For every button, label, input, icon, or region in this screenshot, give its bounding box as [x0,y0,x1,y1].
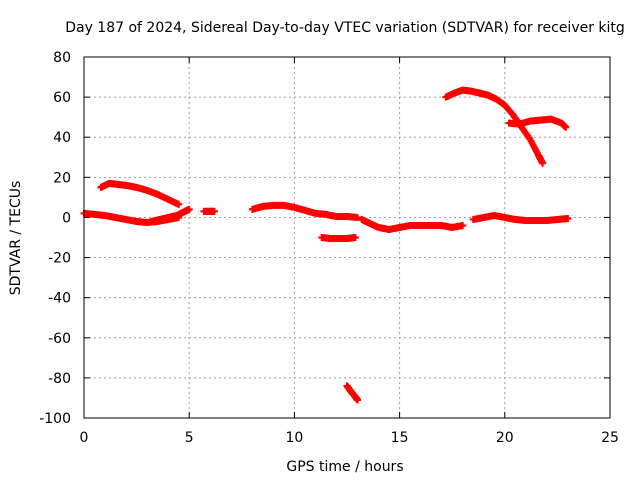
y-tick-label: -40 [48,291,71,307]
series-arc-4 [200,207,218,215]
data-point [459,221,467,229]
y-tick-label: 0 [62,210,71,226]
x-tick-label: 25 [601,430,619,446]
y-tick-label: -100 [39,411,71,427]
series-arc-10 [442,86,547,167]
series-arc-2 [97,179,183,208]
y-tick-label: -20 [48,251,71,267]
data-point [539,159,547,167]
series-arc-3 [147,205,193,225]
data-point [210,207,218,215]
series-arc-6 [318,234,359,243]
y-tick-label: 40 [53,130,71,146]
data-point [562,123,570,131]
data-point [564,214,572,222]
x-tick-label: 20 [496,430,514,446]
series-arc-9 [469,211,572,224]
x-axis-label: GPS time / hours [286,459,403,475]
x-tick-label: 10 [285,430,303,446]
data-point [351,234,359,241]
y-tick-label: -60 [48,331,71,347]
data-points [80,86,572,404]
data-point [185,205,193,213]
x-tick-label: 0 [80,430,89,446]
series-arc-8 [358,215,467,233]
data-point [175,200,183,208]
grid [84,57,610,418]
y-axis-label: SDTVAR / TECUs [8,181,24,296]
series-arc-7 [343,382,362,404]
series-arc-11 [505,115,570,131]
x-tick-labels: 0 5 10 15 20 25 [80,430,619,446]
plot-frame [83,56,611,419]
x-tick-label: 5 [185,430,194,446]
y-tick-labels: -100 -80 -60 -40 -20 0 20 40 60 80 [39,50,71,427]
y-tick-label: -80 [48,371,71,387]
chart-title: Day 187 of 2024, Sidereal Day-to-day VTE… [65,20,625,36]
series-arc-5 [248,201,362,221]
y-tick-label: 80 [53,50,71,66]
y-tick-label: 60 [53,90,71,106]
y-tick-label: 20 [53,170,71,186]
x-tick-label: 15 [391,430,409,446]
data-point [354,213,362,221]
data-point [354,396,362,404]
